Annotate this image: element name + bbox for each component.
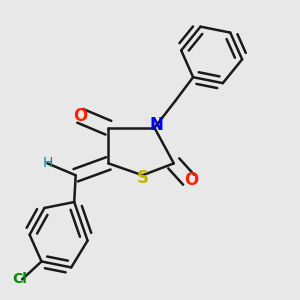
Text: N: N [149, 116, 163, 134]
Text: H: H [42, 156, 52, 170]
Text: Cl: Cl [12, 272, 27, 286]
Text: O: O [184, 171, 199, 189]
Text: S: S [136, 169, 148, 187]
Text: O: O [73, 107, 87, 125]
